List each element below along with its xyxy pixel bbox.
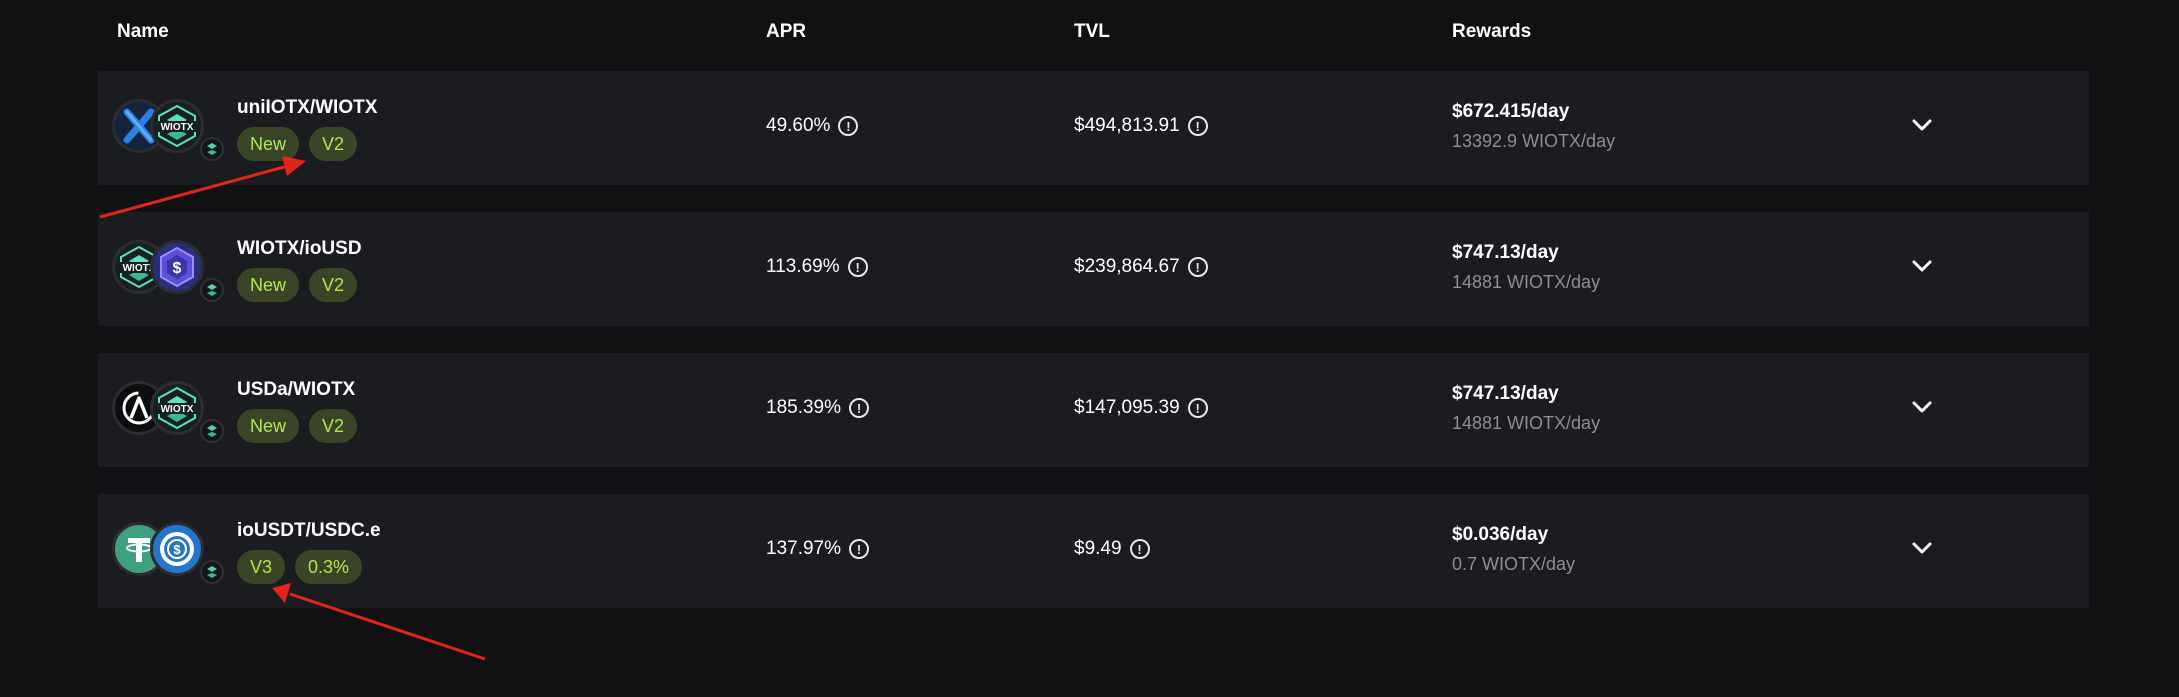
tvl-cell: $494,813.91 ! xyxy=(1074,115,1208,137)
svg-text:WIOTX: WIOTX xyxy=(161,122,194,133)
tvl-cell: $147,095.39 ! xyxy=(1074,397,1208,419)
badge-version: V3 xyxy=(237,550,286,584)
chevron-down-icon[interactable] xyxy=(1908,534,1936,562)
apr-value: 49.60% xyxy=(766,115,831,136)
table-header: Name APR TVL Rewards xyxy=(0,0,2179,66)
info-icon[interactable]: ! xyxy=(847,257,868,277)
badge-group: V3 0.3% xyxy=(237,550,363,584)
header-rewards: Rewards xyxy=(1452,21,1532,42)
usdc-icon: $ xyxy=(150,522,204,576)
badge-group: New V2 xyxy=(237,409,358,443)
info-icon[interactable]: ! xyxy=(849,398,870,418)
chain-icon xyxy=(200,137,224,161)
badge-version: V2 xyxy=(309,409,358,443)
badge-group: New V2 xyxy=(237,127,358,161)
apr-value: 113.69% xyxy=(766,256,840,277)
wiotx-icon: WIOTX xyxy=(150,99,204,153)
svg-text:WIOTX: WIOTX xyxy=(123,263,156,274)
apr-cell: 137.97% ! xyxy=(766,538,870,560)
info-icon[interactable]: ! xyxy=(1187,116,1208,136)
reward-token: 14881 WIOTX/day xyxy=(1452,413,1601,433)
chain-icon xyxy=(200,278,224,302)
chain-icon xyxy=(200,419,224,443)
tvl-value: $494,813.91 xyxy=(1074,115,1180,136)
info-icon[interactable]: ! xyxy=(1187,257,1208,277)
info-icon[interactable]: ! xyxy=(849,539,870,559)
pool-row[interactable]: WIOTX USDa/WIOTX New V2 185.39% ! $147,0… xyxy=(98,353,2089,467)
apr-cell: 113.69% ! xyxy=(766,256,868,278)
badge-version: V2 xyxy=(309,268,358,302)
info-icon[interactable]: ! xyxy=(1187,398,1208,418)
apr-cell: 185.39% ! xyxy=(766,397,870,419)
tvl-value: $147,095.39 xyxy=(1074,397,1180,418)
token-pair-logos: WIOTX xyxy=(112,99,232,161)
chevron-down-icon[interactable] xyxy=(1908,111,1936,139)
pool-row[interactable]: WIOTX uniIOTX/WIOTX New V2 49.60% ! $494… xyxy=(98,71,2089,185)
header-tvl: TVL xyxy=(1074,21,1110,42)
wiotx-icon: WIOTX xyxy=(150,381,204,435)
badge-new: New xyxy=(237,409,300,443)
pair-name: uniIOTX/WIOTX xyxy=(237,97,378,118)
chain-icon xyxy=(200,560,224,584)
reward-usd: $747.13/day xyxy=(1452,242,1559,263)
pool-row[interactable]: WIOTX $ WIOTX/ioUSD New V2 113.69% ! $23… xyxy=(98,212,2089,326)
reward-token: 0.7 WIOTX/day xyxy=(1452,554,1576,574)
apr-cell: 49.60% ! xyxy=(766,115,859,137)
tvl-value: $239,864.67 xyxy=(1074,256,1180,277)
iousd-icon: $ xyxy=(150,240,204,294)
reward-usd: $672.415/day xyxy=(1452,101,1570,122)
reward-token: 13392.9 WIOTX/day xyxy=(1452,131,1616,151)
tvl-cell: $239,864.67 ! xyxy=(1074,256,1208,278)
badge-group: New V2 xyxy=(237,268,358,302)
badge-new: New xyxy=(237,127,300,161)
reward-usd: $747.13/day xyxy=(1452,383,1559,404)
svg-text:WIOTX: WIOTX xyxy=(161,404,194,415)
info-icon[interactable]: ! xyxy=(838,116,859,136)
pair-name: ioUSDT/USDC.e xyxy=(237,520,381,541)
chevron-down-icon[interactable] xyxy=(1908,252,1936,280)
tvl-cell: $9.49 ! xyxy=(1074,538,1150,560)
chevron-down-icon[interactable] xyxy=(1908,393,1936,421)
badge-new: New xyxy=(237,268,300,302)
badge-version: V2 xyxy=(309,127,358,161)
pair-name: USDa/WIOTX xyxy=(237,379,356,400)
apr-value: 185.39% xyxy=(766,397,842,418)
svg-text:$: $ xyxy=(173,542,181,557)
token-pair-logos: WIOTX $ xyxy=(112,240,232,302)
svg-text:$: $ xyxy=(173,260,182,277)
badge-fee-tier: 0.3% xyxy=(295,550,363,584)
reward-token: 14881 WIOTX/day xyxy=(1452,272,1601,292)
reward-usd: $0.036/day xyxy=(1452,524,1549,545)
token-pair-logos: WIOTX xyxy=(112,381,232,443)
pair-name: WIOTX/ioUSD xyxy=(237,238,362,259)
tvl-value: $9.49 xyxy=(1074,538,1122,559)
header-apr: APR xyxy=(766,21,807,42)
info-icon[interactable]: ! xyxy=(1129,539,1150,559)
token-pair-logos: $ xyxy=(112,522,232,584)
apr-value: 137.97% xyxy=(766,538,842,559)
header-name: Name xyxy=(117,21,169,42)
pool-row[interactable]: $ ioUSDT/USDC.e V3 0.3% 137.97% ! $9.49 … xyxy=(98,494,2089,608)
